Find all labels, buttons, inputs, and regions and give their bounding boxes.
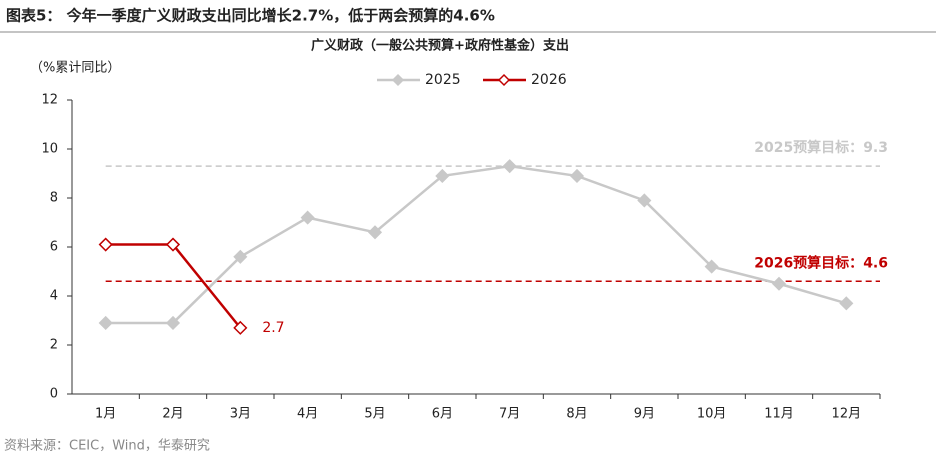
marker [637, 193, 652, 208]
marker [98, 315, 113, 331]
series-line [105, 164, 847, 325]
marker [165, 237, 181, 252]
marker [771, 276, 787, 291]
reference-label-text: 2026预算目标： [754, 254, 863, 271]
reference-label: 2026预算目标：4.6 [754, 254, 888, 271]
marker [233, 320, 248, 335]
x-tick-label: 3月 [230, 407, 251, 422]
chart-subtitle: 广义财政（一般公共预算+政府性基金）支出 [311, 38, 569, 54]
legend-marker [497, 73, 511, 87]
x-tick-label: 11月 [764, 407, 794, 422]
legend-label: 2025 [425, 72, 461, 88]
x-tick-label: 6月 [432, 407, 453, 422]
reference-label: 2025预算目标：9.3 [754, 139, 888, 156]
reference-label-value: 4.6 [863, 255, 888, 271]
marker [704, 259, 719, 274]
x-tick-label: 9月 [634, 407, 655, 422]
x-tick-label: 2月 [162, 407, 183, 422]
y-tick-label: 0 [50, 387, 58, 402]
marker [569, 168, 585, 184]
x-tick-label: 5月 [364, 407, 385, 422]
legend-marker [391, 73, 405, 87]
y-tick-label: 10 [41, 142, 58, 157]
marker [233, 249, 248, 264]
x-tick-label: 1月 [95, 407, 116, 422]
y-axis-label: （%累计同比） [30, 61, 120, 76]
marker [300, 210, 315, 225]
reference-label-value: 9.3 [863, 140, 888, 156]
reference-label-text: 2025预算目标： [754, 139, 863, 156]
x-tick-label: 7月 [499, 407, 520, 422]
marker [502, 159, 517, 174]
marker [367, 225, 383, 240]
x-tick-label: 10月 [697, 407, 727, 422]
source: 资料来源：CEIC，Wind，华泰研究 [4, 439, 210, 454]
chart-title: 图表5： 今年一季度广义财政支出同比增长2.7%，低于两会预算的4.6% [6, 7, 495, 25]
data-label: 2.7 [262, 320, 284, 336]
marker [839, 296, 854, 311]
y-tick-label: 2 [50, 338, 58, 353]
series-line [105, 243, 242, 329]
y-tick-label: 4 [50, 289, 58, 304]
legend-label: 2026 [531, 72, 567, 88]
y-tick-label: 8 [50, 191, 58, 206]
marker [98, 237, 113, 252]
marker [435, 168, 450, 184]
x-tick-label: 12月 [832, 407, 862, 422]
x-tick-label: 8月 [566, 407, 587, 422]
marker [165, 315, 181, 331]
x-tick-label: 4月 [297, 407, 318, 422]
y-tick-label: 12 [41, 93, 58, 108]
y-tick-label: 6 [50, 240, 58, 255]
